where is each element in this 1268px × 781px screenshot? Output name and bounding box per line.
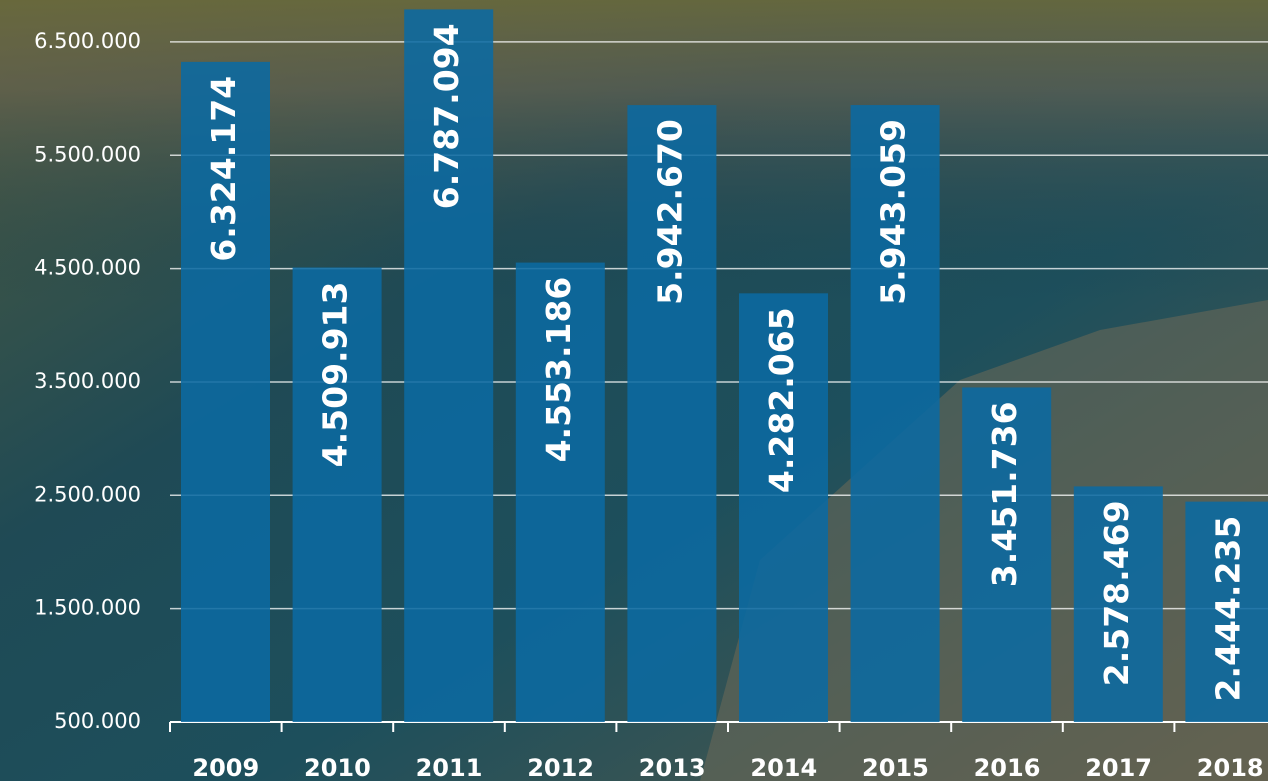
value-label: 4.553.186: [539, 277, 578, 463]
y-tick-label: 4.500.000: [34, 256, 141, 280]
x-tick-label: 2016: [974, 754, 1041, 781]
x-tick-label: 2015: [862, 754, 929, 781]
x-tick-label: 2017: [1085, 754, 1152, 781]
x-tick-label: 2009: [192, 754, 259, 781]
value-label: 6.787.094: [427, 23, 466, 209]
y-tick-label: 6.500.000: [34, 29, 141, 53]
y-tick-label: 1.500.000: [34, 596, 141, 620]
y-tick-label: 5.500.000: [34, 142, 141, 166]
y-tick-label: 3.500.000: [34, 369, 141, 393]
y-tick-label: 2.500.000: [34, 482, 141, 506]
page: 500.000 1.500.000 2.500.000 3.500.000 4.500.…: [0, 0, 1268, 781]
value-label: 3.451.736: [985, 401, 1024, 587]
value-label: 5.943.059: [874, 119, 913, 305]
x-tick-label: 2013: [639, 754, 706, 781]
value-label: 4.282.065: [762, 307, 801, 493]
value-label: 2.444.235: [1208, 516, 1247, 702]
x-tick-label: 2014: [750, 754, 817, 781]
chart: 500.000 1.500.000 2.500.000 3.500.000 4.500.…: [0, 0, 1268, 781]
x-tick-label: 2018: [1197, 754, 1264, 781]
x-tick-label: 2012: [527, 754, 594, 781]
value-label: 2.578.469: [1097, 500, 1136, 686]
value-label: 5.942.670: [650, 119, 689, 305]
y-tick-label: 500.000: [54, 709, 141, 733]
value-label: 6.324.174: [204, 76, 243, 262]
x-tick-label: 2010: [304, 754, 371, 781]
value-label: 4.509.913: [316, 282, 355, 468]
x-tick-label: 2011: [416, 754, 483, 781]
